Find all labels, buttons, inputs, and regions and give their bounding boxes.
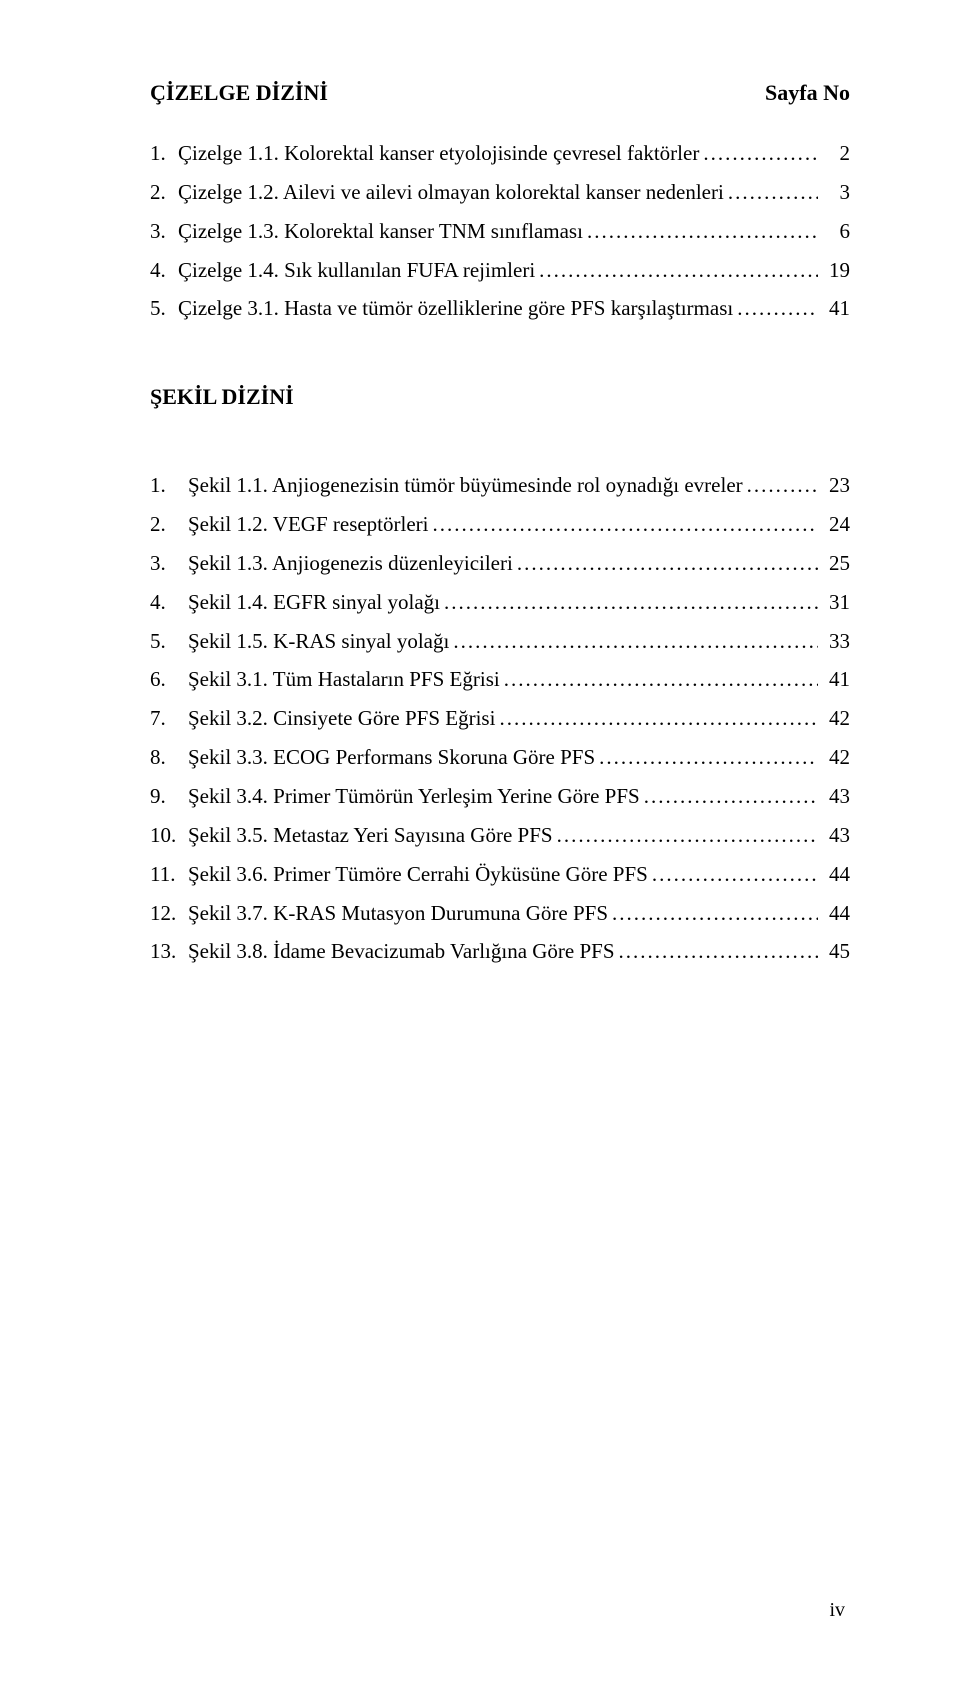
entry-page: 3 — [822, 173, 850, 212]
toc-entry: 6. Şekil 3.1. Tüm Hastaların PFS Eğrisi 4… — [150, 660, 850, 699]
entry-label: Şekil 1.3. Anjiogenezis düzenleyicileri — [188, 544, 513, 583]
entry-page: 41 — [822, 289, 850, 328]
toc-entry: 5. Çizelge 3.1. Hasta ve tümör özellikle… — [150, 289, 850, 328]
entry-page: 44 — [822, 855, 850, 894]
entry-page: 43 — [822, 816, 850, 855]
dot-leader — [644, 777, 818, 816]
entry-page: 25 — [822, 544, 850, 583]
dot-leader — [444, 583, 818, 622]
dot-leader — [703, 134, 818, 173]
page-number: iv — [829, 1599, 845, 1622]
toc-entry: 3.Çizelge 1.3. Kolorektal kanser TNM sın… — [150, 212, 850, 251]
entry-number: 9. — [150, 777, 188, 816]
entry-page: 24 — [822, 505, 850, 544]
toc-entry: 5. Şekil 1.5. K-RAS sinyal yolağı 33 — [150, 622, 850, 661]
entry-page: 31 — [822, 583, 850, 622]
entry-page: 44 — [822, 894, 850, 933]
entry-label: Şekil 3.2. Cinsiyete Göre PFS Eğrisi — [188, 699, 495, 738]
dot-leader — [737, 289, 818, 328]
dot-leader — [433, 505, 819, 544]
entry-number: 4. — [150, 583, 188, 622]
header-row: ÇİZELGE DİZİNİ Sayfa No — [150, 80, 850, 106]
entry-label: Şekil 3.3. ECOG Performans Skoruna Göre … — [188, 738, 595, 777]
entry-page: 23 — [822, 466, 850, 505]
sayfa-no-label: Sayfa No — [765, 80, 850, 106]
toc-entry: 13. Şekil 3.8. İdame Bevacizumab Varlığı… — [150, 932, 850, 971]
entry-label: Çizelge 1.2. Ailevi ve ailevi olmayan ko… — [178, 173, 724, 212]
entry-label: Şekil 3.1. Tüm Hastaların PFS Eğrisi — [188, 660, 500, 699]
entry-label: Şekil 3.6. Primer Tümöre Cerrahi Öyküsün… — [188, 855, 648, 894]
entry-label: Çizelge 1.4. Sık kullanılan FUFA rejimle… — [178, 251, 535, 290]
entry-label: Çizelge 1.3. Kolorektal kanser TNM sınıf… — [178, 212, 583, 251]
dot-leader — [517, 544, 818, 583]
toc-entry: 7. Şekil 3.2. Cinsiyete Göre PFS Eğrisi 4… — [150, 699, 850, 738]
entry-number: 7. — [150, 699, 188, 738]
entry-number: 1. — [150, 134, 178, 173]
toc-entry: 12.Şekil 3.7. K-RAS Mutasyon Durumuna Gö… — [150, 894, 850, 933]
toc-entry: 1.Çizelge 1.1. Kolorektal kanser etyoloj… — [150, 134, 850, 173]
toc-entry: 10.Şekil 3.5. Metastaz Yeri Sayısına Gör… — [150, 816, 850, 855]
dot-leader — [587, 212, 818, 251]
dot-leader — [612, 894, 818, 933]
entry-label: Şekil 1.5. K-RAS sinyal yolağı — [188, 622, 449, 661]
toc-entry: 1. Şekil 1.1. Anjiogenezisin tümör büyüm… — [150, 466, 850, 505]
dot-leader — [599, 738, 818, 777]
entry-number: 2. — [150, 173, 178, 212]
toc-entry: 11.Şekil 3.6. Primer Tümöre Cerrahi Öykü… — [150, 855, 850, 894]
dot-leader — [728, 173, 818, 212]
entry-number: 3. — [150, 544, 188, 583]
entry-number: 11. — [150, 855, 188, 894]
entry-label: Şekil 3.7. K-RAS Mutasyon Durumuna Göre … — [188, 894, 608, 933]
dot-leader — [557, 816, 818, 855]
toc-entry: 2.Çizelge 1.2. Ailevi ve ailevi olmayan … — [150, 173, 850, 212]
entry-number: 4. — [150, 251, 178, 290]
entry-label: Çizelge 3.1. Hasta ve tümör özelliklerin… — [178, 289, 733, 328]
dot-leader — [499, 699, 818, 738]
entry-page: 43 — [822, 777, 850, 816]
toc-entry: 9. Şekil 3.4. Primer Tümörün Yerleşim Ye… — [150, 777, 850, 816]
entry-label: Şekil 3.8. İdame Bevacizumab Varlığına G… — [188, 932, 615, 971]
dot-leader — [619, 932, 818, 971]
entry-label: Şekil 1.1. Anjiogenezisin tümör büyümesi… — [188, 466, 743, 505]
cizelge-dizini-title: ÇİZELGE DİZİNİ — [150, 80, 328, 106]
entry-label: Şekil 1.4. EGFR sinyal yolağı — [188, 583, 440, 622]
entry-page: 2 — [822, 134, 850, 173]
cizelge-list: 1.Çizelge 1.1. Kolorektal kanser etyoloj… — [150, 134, 850, 328]
entry-number: 10. — [150, 816, 188, 855]
entry-number: 1. — [150, 466, 188, 505]
entry-number: 12. — [150, 894, 188, 933]
entry-page: 19 — [822, 251, 850, 290]
entry-number: 5. — [150, 622, 188, 661]
entry-page: 33 — [822, 622, 850, 661]
dot-leader — [504, 660, 818, 699]
entry-number: 8. — [150, 738, 188, 777]
entry-number: 5. — [150, 289, 178, 328]
entry-page: 41 — [822, 660, 850, 699]
dot-leader — [652, 855, 818, 894]
entry-label: Şekil 1.2. VEGF reseptörleri — [188, 505, 429, 544]
entry-number: 6. — [150, 660, 188, 699]
toc-entry: 3. Şekil 1.3. Anjiogenezis düzenleyicile… — [150, 544, 850, 583]
entry-label: Şekil 3.5. Metastaz Yeri Sayısına Göre P… — [188, 816, 553, 855]
entry-number: 3. — [150, 212, 178, 251]
sekil-dizini-title: ŞEKİL DİZİNİ — [150, 384, 850, 410]
entry-number: 13. — [150, 932, 188, 971]
entry-label: Şekil 3.4. Primer Tümörün Yerleşim Yerin… — [188, 777, 640, 816]
toc-entry: 4. Şekil 1.4. EGFR sinyal yolağı 31 — [150, 583, 850, 622]
entry-page: 6 — [822, 212, 850, 251]
entry-page: 45 — [822, 932, 850, 971]
toc-entry: 4.Çizelge 1.4. Sık kullanılan FUFA rejim… — [150, 251, 850, 290]
entry-label: Çizelge 1.1. Kolorektal kanser etyolojis… — [178, 134, 699, 173]
entry-number: 2. — [150, 505, 188, 544]
toc-entry: 8. Şekil 3.3. ECOG Performans Skoruna Gö… — [150, 738, 850, 777]
sekil-list: 1. Şekil 1.1. Anjiogenezisin tümör büyüm… — [150, 466, 850, 971]
toc-entry: 2. Şekil 1.2. VEGF reseptörleri 24 — [150, 505, 850, 544]
dot-leader — [539, 251, 818, 290]
entry-page: 42 — [822, 738, 850, 777]
dot-leader — [453, 622, 818, 661]
entry-page: 42 — [822, 699, 850, 738]
dot-leader — [747, 466, 818, 505]
